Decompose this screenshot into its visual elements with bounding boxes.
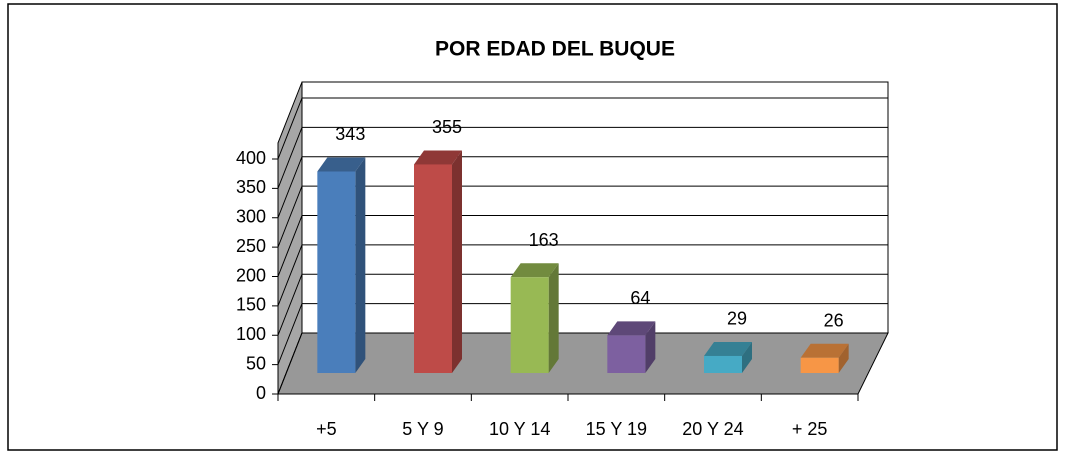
grid-line bbox=[277, 215, 888, 277]
grid-line bbox=[277, 303, 888, 365]
bar-top bbox=[607, 321, 656, 336]
bar bbox=[414, 164, 452, 373]
bar bbox=[704, 355, 742, 373]
bar-side bbox=[355, 157, 366, 373]
bar-side bbox=[548, 263, 559, 373]
value-label: 343 bbox=[335, 124, 365, 144]
x-tick-label: 20 Y 24 bbox=[682, 419, 743, 439]
grid-line bbox=[277, 126, 888, 189]
value-label: 355 bbox=[432, 117, 462, 137]
grid-line bbox=[277, 244, 888, 307]
floor bbox=[277, 332, 889, 395]
grid-line bbox=[277, 97, 888, 160]
y-tick-label: 400 bbox=[236, 148, 266, 168]
bar-top bbox=[800, 343, 849, 358]
bar-top bbox=[704, 341, 752, 356]
value-label: 26 bbox=[824, 310, 844, 330]
x-tick-label: 10 Y 14 bbox=[489, 419, 550, 439]
x-tick-label: + 25 bbox=[792, 419, 828, 439]
value-label: 29 bbox=[727, 309, 747, 329]
x-tick-label: 15 Y 19 bbox=[586, 419, 647, 439]
x-tick-label: 5 Y 9 bbox=[402, 419, 443, 439]
bar-side bbox=[742, 341, 752, 373]
bar-side bbox=[838, 343, 849, 373]
y-tick-label: 250 bbox=[236, 236, 266, 256]
grid-line bbox=[277, 273, 888, 336]
grid-line bbox=[277, 156, 888, 218]
y-tick-label: 300 bbox=[236, 207, 266, 227]
grid-line bbox=[277, 185, 888, 248]
y-tick-label: 100 bbox=[236, 324, 266, 344]
bar-side bbox=[645, 321, 656, 373]
bar bbox=[800, 357, 839, 373]
value-label: 163 bbox=[529, 230, 559, 250]
value-label: 64 bbox=[630, 288, 650, 308]
y-tick-label: 50 bbox=[246, 353, 266, 373]
bar bbox=[607, 335, 646, 373]
y-tick-label: 200 bbox=[236, 265, 266, 285]
bar bbox=[510, 277, 549, 373]
bar-side bbox=[452, 150, 462, 373]
bar-top bbox=[510, 263, 559, 278]
bar-top bbox=[414, 150, 462, 165]
x-tick-label: +5 bbox=[316, 419, 337, 439]
grid-line bbox=[277, 332, 888, 395]
y-tick-label: 150 bbox=[236, 295, 266, 315]
chart-title: POR EDAD DEL BUQUE bbox=[435, 38, 675, 61]
y-tick-label: 0 bbox=[256, 383, 266, 403]
bar bbox=[317, 171, 356, 373]
y-tick-label: 350 bbox=[236, 177, 266, 197]
back-wall bbox=[301, 81, 889, 334]
bar-top bbox=[317, 157, 366, 172]
